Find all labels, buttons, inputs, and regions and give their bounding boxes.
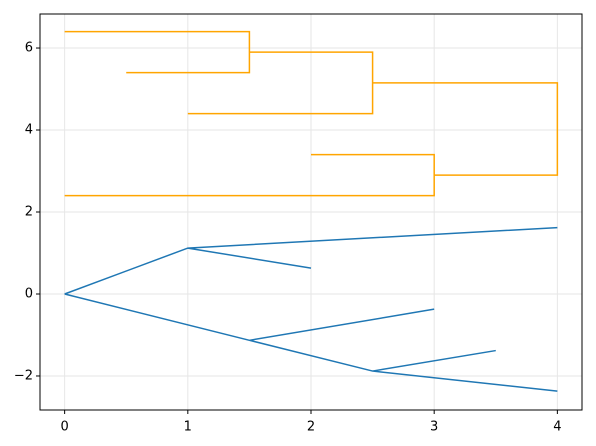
y-tick-label: 2	[25, 205, 33, 220]
x-tick-label: 4	[553, 420, 561, 435]
x-tick-label: 1	[184, 420, 192, 435]
y-tick-label: 4	[25, 123, 33, 138]
line	[64, 226, 558, 392]
x-tick-label: 0	[60, 420, 68, 435]
y-tick-label: 6	[25, 41, 33, 56]
plot-frame	[39, 13, 583, 411]
y-tick-label: −2	[14, 368, 33, 383]
x-tick-label: 2	[307, 420, 315, 435]
line	[64, 30, 559, 197]
x-tick-label: 3	[430, 420, 438, 435]
y-tick-label: 0	[25, 286, 33, 301]
